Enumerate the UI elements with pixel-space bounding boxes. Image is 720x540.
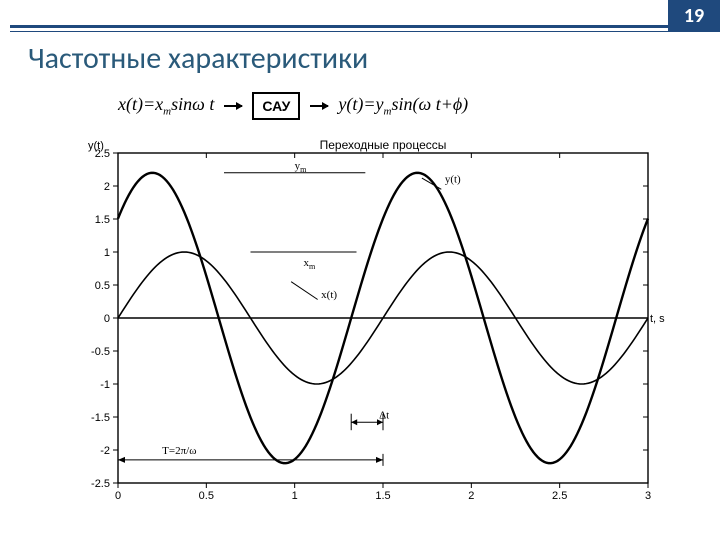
svg-text:x(t): x(t) bbox=[321, 289, 337, 301]
slide-title: Частотные характеристики bbox=[28, 40, 368, 77]
svg-text:t, s: t, s bbox=[650, 313, 665, 325]
svg-text:1: 1 bbox=[104, 247, 110, 259]
input-formula: x(t)=xmsinω t bbox=[118, 94, 214, 118]
arrow-into-box-icon bbox=[224, 105, 242, 107]
svg-text:0: 0 bbox=[104, 313, 110, 325]
svg-text:xm: xm bbox=[304, 257, 317, 271]
chart-svg: Переходные процессы y(t) t, s 0 0.5 1 1.5 2 2.5 3… bbox=[78, 135, 668, 510]
svg-text:T=2π/ω: T=2π/ω bbox=[162, 445, 196, 457]
svg-text:2.5: 2.5 bbox=[552, 490, 567, 502]
svg-text:Переходные процессы: Переходные процессы bbox=[320, 138, 447, 152]
page-number-badge: 19 bbox=[668, 0, 720, 32]
formula-row: x(t)=xmsinω t САУ y(t)=ymsin(ω t+ϕ) bbox=[118, 92, 468, 120]
header-rule bbox=[0, 0, 668, 32]
svg-text:-1: -1 bbox=[100, 379, 110, 391]
svg-text:1.5: 1.5 bbox=[375, 490, 390, 502]
arrow-out-of-box-icon bbox=[310, 105, 328, 107]
header-bar: 19 bbox=[0, 0, 720, 32]
svg-text:ym: ym bbox=[295, 160, 308, 174]
svg-text:3: 3 bbox=[645, 490, 651, 502]
chart: Переходные процессы y(t) t, s 0 0.5 1 1.5 2 2.5 3… bbox=[78, 135, 668, 510]
svg-text:0.5: 0.5 bbox=[95, 280, 110, 292]
svg-text:-2: -2 bbox=[100, 445, 110, 457]
system-box: САУ bbox=[252, 92, 300, 120]
svg-text:-2.5: -2.5 bbox=[91, 478, 110, 490]
svg-text:0.5: 0.5 bbox=[199, 490, 214, 502]
output-formula: y(t)=ymsin(ω t+ϕ) bbox=[338, 94, 468, 118]
svg-text:y(t): y(t) bbox=[445, 174, 461, 186]
svg-text:-1.5: -1.5 bbox=[91, 412, 110, 424]
svg-text:1: 1 bbox=[292, 490, 298, 502]
svg-text:Δt: Δt bbox=[379, 409, 389, 421]
svg-text:-0.5: -0.5 bbox=[91, 346, 110, 358]
svg-text:0: 0 bbox=[115, 490, 121, 502]
svg-text:2: 2 bbox=[468, 490, 474, 502]
svg-text:2.5: 2.5 bbox=[95, 148, 110, 160]
svg-text:1.5: 1.5 bbox=[95, 214, 110, 226]
svg-text:2: 2 bbox=[104, 181, 110, 193]
